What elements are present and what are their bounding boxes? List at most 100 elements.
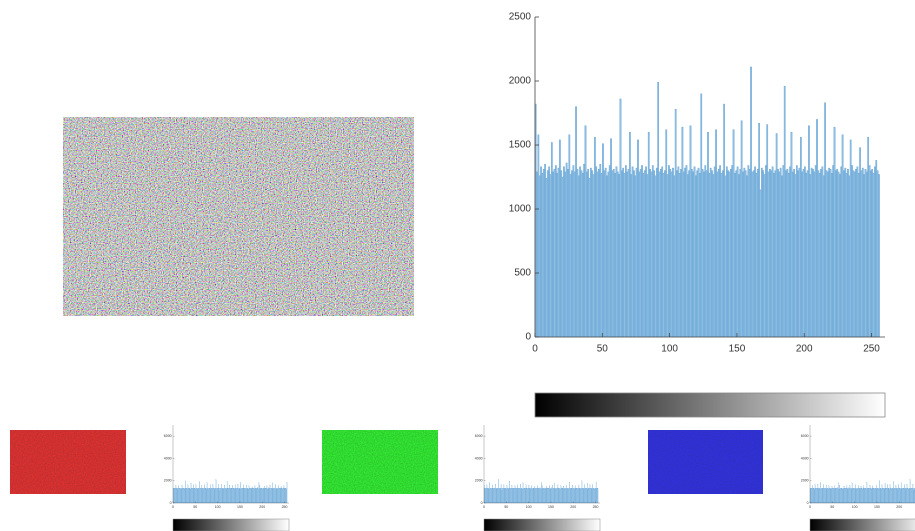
histogram-bar: [603, 170, 606, 338]
histogram-bar: [876, 170, 879, 338]
histogram-bar: [843, 170, 845, 338]
histogram-bar: [871, 169, 874, 338]
x-tick-label: 0: [483, 505, 485, 509]
histogram-bar: [668, 165, 670, 338]
histogram-bar: [645, 166, 647, 338]
histogram-bar: [782, 165, 785, 338]
y-tick-label: 6000: [801, 434, 809, 438]
histogram-bar: [643, 170, 646, 338]
histogram-bar: [731, 165, 734, 338]
histogram-bar: [715, 129, 717, 338]
histogram-bar: [701, 169, 704, 338]
histogram-bar: [672, 167, 674, 338]
histogram-bar: [620, 170, 623, 338]
histogram-bar: [739, 169, 742, 338]
histogram-bar: [677, 166, 680, 338]
x-tick-label: 200: [796, 344, 813, 355]
histogram-bar: [746, 175, 748, 338]
histogram-bar: [705, 170, 708, 338]
histogram-bar: [693, 166, 696, 338]
histogram-bar: [716, 171, 719, 338]
colorbar: [483, 518, 601, 531]
histogram-bar: [816, 119, 818, 338]
histogram-bar: [678, 172, 681, 338]
histogram-bar: [564, 171, 567, 338]
histogram-bar: [542, 169, 545, 338]
histogram-bar: [639, 169, 642, 338]
histogram-bar: [565, 162, 568, 338]
histogram-bar: [661, 166, 664, 338]
histogram-bar: [602, 143, 604, 338]
histogram-bar: [759, 189, 762, 338]
histogram-bar: [859, 147, 861, 338]
histogram-bar: [789, 166, 791, 338]
histogram-bar: [735, 170, 738, 338]
histogram-bar: [734, 172, 736, 338]
histogram-bar: [813, 171, 816, 338]
histogram-bar: [600, 172, 603, 338]
histogram-bar: [690, 169, 693, 338]
y-tick-label: 2000: [509, 76, 532, 87]
x-tick-label: 200: [896, 505, 902, 509]
histogram-bar: [555, 165, 557, 338]
histogram-bar: [563, 166, 565, 338]
histogram-bar: [660, 169, 662, 338]
histogram-bar: [810, 167, 813, 338]
histogram-bar: [625, 165, 627, 338]
colorbar: [534, 392, 886, 418]
histogram-bar: [870, 170, 872, 338]
histogram-bar: [622, 167, 625, 338]
histogram-bar: [568, 134, 571, 338]
histogram-bar: [857, 172, 860, 338]
histogram-bar: [860, 170, 863, 338]
histogram-bar: [712, 174, 715, 338]
histogram-bar: [544, 164, 546, 338]
histogram-bar: [695, 175, 697, 338]
histogram-bar: [696, 170, 699, 338]
histogram-bar: [610, 138, 612, 338]
histogram-bar: [681, 126, 684, 338]
histogram-bar: [863, 174, 865, 338]
histogram-bar: [646, 174, 649, 338]
histogram-bar: [664, 170, 666, 338]
histogram-bar: [778, 171, 781, 338]
y-tick-label: 1500: [509, 140, 532, 151]
histogram-bar: [747, 165, 750, 338]
histogram-bar: [537, 134, 540, 338]
noisy-image: [63, 117, 414, 316]
histogram-bar: [638, 171, 641, 338]
histogram-bar: [738, 174, 740, 338]
histogram-bar: [791, 171, 794, 338]
histogram-bar: [751, 171, 754, 338]
histogram-bar: [840, 166, 843, 338]
histogram-bar: [688, 170, 690, 338]
histogram-bar: [832, 165, 835, 338]
histogram-bar: [599, 164, 602, 338]
histogram-bar: [787, 172, 790, 338]
x-tick-label: 100: [215, 505, 221, 509]
histogram-bar: [699, 172, 701, 338]
histogram-bar: [584, 125, 587, 338]
histogram-bar: [822, 175, 825, 338]
histogram-bar: [804, 166, 806, 338]
histogram-bar: [606, 175, 608, 338]
histogram-bar: [626, 171, 629, 338]
histogram-bar: [725, 166, 728, 338]
histogram-bar: [743, 167, 746, 338]
histogram-bar: [538, 175, 541, 338]
x-tick-label: 200: [259, 505, 265, 509]
histogram-bar: [847, 169, 849, 338]
histogram-bar: [689, 125, 692, 338]
histogram-bar: [665, 129, 668, 338]
histogram-bar: [864, 169, 867, 338]
histogram-bar: [549, 174, 552, 338]
histogram-bar: [845, 172, 848, 338]
histogram-bar: [682, 171, 685, 338]
histogram-bar: [666, 174, 669, 338]
histogram-bar: [536, 171, 538, 338]
histogram-bar: [587, 169, 590, 338]
y-tick-label: 6000: [164, 434, 172, 438]
x-tick-label: 150: [548, 505, 554, 509]
histogram-bar: [767, 171, 770, 338]
